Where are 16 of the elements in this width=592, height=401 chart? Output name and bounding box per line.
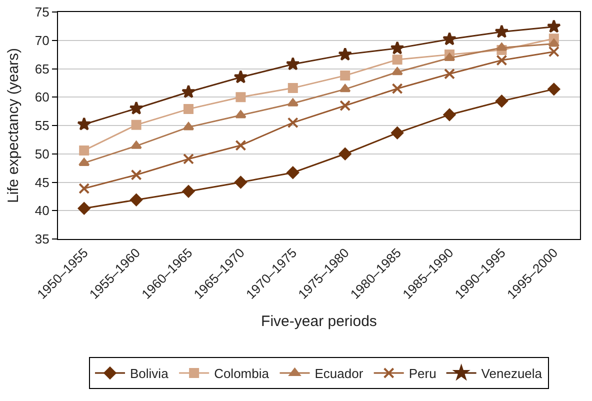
y-tick-label: 60 — [34, 90, 50, 105]
legend-label: Ecuador — [314, 366, 364, 382]
y-tick-label: 45 — [34, 174, 50, 190]
legend-label: Venezuela — [481, 366, 543, 382]
legend-label: Peru — [408, 366, 436, 382]
y-tick-label: 65 — [34, 61, 50, 76]
x-axis-title: Five-year periods — [261, 312, 377, 330]
legend-label: Bolivia — [130, 366, 170, 382]
y-axis-title: Life expectancy (years) — [5, 48, 22, 204]
y-tick-label: 55 — [34, 118, 50, 134]
y-tick-label: 40 — [34, 203, 50, 218]
legend-label: Colombia — [214, 366, 270, 382]
y-tick-label: 50 — [34, 146, 50, 162]
y-tick-label: 35 — [34, 232, 50, 247]
y-tick-label: 75 — [34, 4, 50, 20]
y-tick-label: 70 — [34, 32, 50, 48]
